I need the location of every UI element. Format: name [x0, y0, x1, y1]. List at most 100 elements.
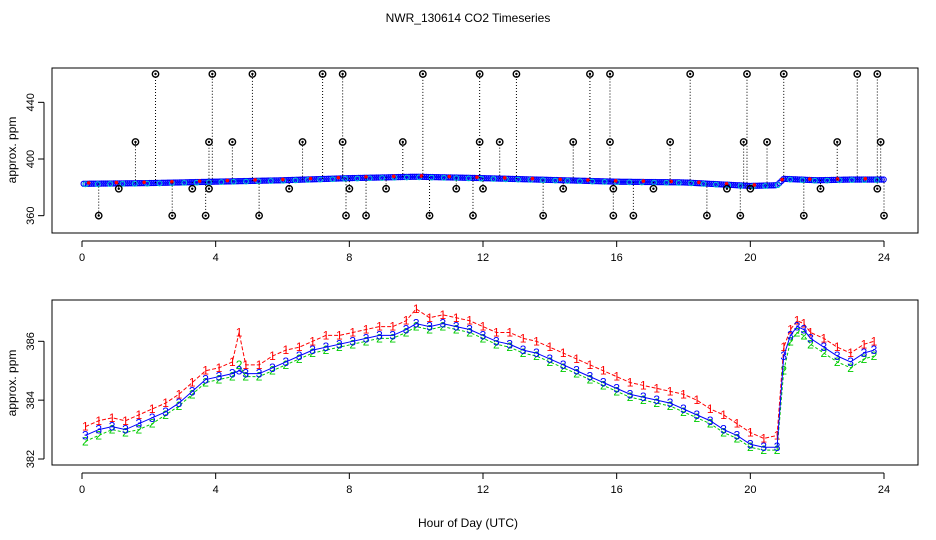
data-point — [515, 176, 521, 183]
series-3-point: 3 — [774, 440, 781, 454]
series-3-point: 3 — [323, 340, 330, 354]
data-point — [150, 179, 157, 187]
data-point — [770, 182, 777, 189]
data-point — [852, 176, 859, 183]
series-2-point: 2 — [613, 384, 620, 398]
data-point — [461, 174, 468, 181]
series-2-point: 2 — [533, 349, 540, 363]
data-point — [301, 176, 308, 183]
data-point — [591, 177, 599, 185]
spike-mid-point-center — [608, 140, 612, 144]
spike-mid-point — [739, 138, 748, 146]
data-point — [308, 176, 313, 181]
data-point — [214, 178, 222, 185]
spike-mid-point-center — [478, 140, 481, 144]
data-point — [84, 180, 91, 187]
spike-low-point — [736, 211, 745, 220]
data-point — [327, 175, 334, 182]
series-1-point: 1 — [600, 364, 607, 378]
data-point — [586, 178, 590, 182]
series-3-point: 3 — [520, 343, 527, 357]
spike-low-point — [469, 211, 477, 220]
series-2-point: 2 — [821, 346, 828, 360]
data-point — [752, 183, 757, 187]
spike-low-point — [168, 211, 177, 220]
series-2-point: 2 — [720, 426, 727, 440]
spike-mid-point — [876, 138, 885, 146]
data-point — [86, 180, 93, 187]
series-3-point: 3 — [309, 343, 316, 357]
series-2-point: 2 — [269, 364, 276, 378]
series-2-point: 2 — [453, 323, 460, 337]
series-1-point: 1 — [296, 340, 303, 354]
data-point — [659, 179, 667, 186]
spike-high-point — [779, 70, 788, 78]
data-point — [762, 183, 769, 189]
series-1-point: 1 — [216, 361, 223, 375]
spike-379-point — [452, 184, 461, 193]
data-point — [521, 176, 528, 183]
series-1-point: 1 — [229, 355, 236, 369]
series-3-point: 3 — [82, 428, 89, 442]
data-point — [397, 173, 404, 181]
series-1-point: 1 — [780, 340, 787, 354]
spike-low-point — [539, 211, 548, 220]
data-point — [675, 179, 682, 186]
spike-mid-point-center — [134, 140, 137, 144]
data-point — [142, 180, 146, 185]
series-3-point: 3 — [871, 343, 878, 357]
data-point — [128, 180, 135, 187]
data-point — [351, 174, 358, 182]
spike-high-point-center — [211, 72, 214, 76]
data-point — [523, 176, 530, 183]
spike-low-point-center — [344, 214, 348, 217]
data-point — [490, 176, 497, 182]
spike-mid-point — [475, 138, 484, 146]
series-3-line — [85, 323, 875, 448]
data-point — [107, 181, 113, 187]
spike-379-point-center — [191, 187, 194, 190]
series-2-point: 2 — [871, 349, 878, 363]
series-2-point: 2 — [189, 387, 196, 401]
series-3-point: 3 — [560, 358, 567, 372]
data-point — [267, 178, 274, 184]
series-3-point: 3 — [466, 323, 473, 337]
data-point — [787, 176, 793, 183]
spike-379-point-center — [384, 187, 388, 190]
spike-low-point-center — [428, 214, 431, 217]
data-point — [236, 177, 244, 185]
series-1-point: 1 — [202, 364, 209, 378]
spike-high-point — [873, 70, 882, 78]
data-point — [457, 174, 464, 181]
spike-379-point — [559, 184, 568, 193]
series-2-point: 2 — [122, 426, 129, 440]
data-point — [533, 176, 540, 183]
spike-mid-point — [833, 138, 842, 146]
data-point — [849, 177, 855, 184]
data-point — [321, 175, 328, 183]
spike-low-point — [880, 211, 888, 220]
data-point — [870, 176, 877, 183]
data-point — [160, 179, 168, 186]
spike-379-point — [114, 184, 123, 193]
series-3-point: 3 — [667, 396, 674, 410]
series-1-point: 1 — [349, 325, 356, 339]
data-point — [469, 174, 476, 182]
series-1-point: 1 — [466, 314, 473, 328]
series-3-point: 3 — [453, 320, 460, 334]
series-1-point: 1 — [506, 325, 513, 339]
data-point — [366, 175, 373, 182]
spike-low-point-center — [364, 214, 368, 217]
series-3-point: 3 — [480, 328, 487, 342]
data-point — [585, 177, 593, 185]
spike-mid-point-center — [341, 140, 344, 144]
data-point — [631, 178, 639, 186]
data-point — [530, 176, 535, 181]
y-tick-label: 386 — [25, 332, 37, 350]
spike-high-point — [606, 70, 614, 78]
spike-high-point-center — [876, 72, 879, 76]
series-3-point: 3 — [546, 352, 553, 366]
series-3-point: 3 — [176, 396, 183, 410]
series-1-point: 1 — [269, 349, 276, 363]
